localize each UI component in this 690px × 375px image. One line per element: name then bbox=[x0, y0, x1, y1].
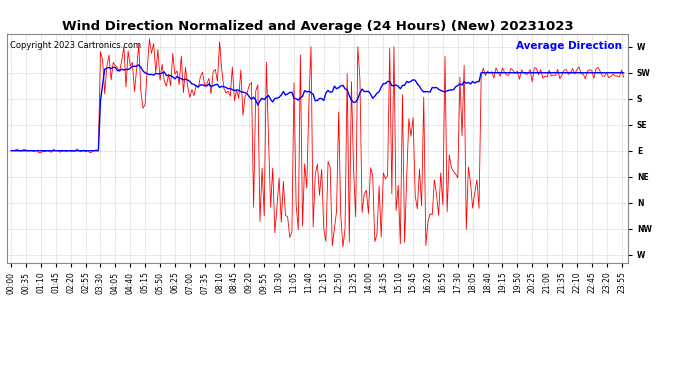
Text: Copyright 2023 Cartronics.com: Copyright 2023 Cartronics.com bbox=[10, 40, 141, 50]
Text: Average Direction: Average Direction bbox=[515, 40, 622, 51]
Title: Wind Direction Normalized and Average (24 Hours) (New) 20231023: Wind Direction Normalized and Average (2… bbox=[61, 20, 573, 33]
